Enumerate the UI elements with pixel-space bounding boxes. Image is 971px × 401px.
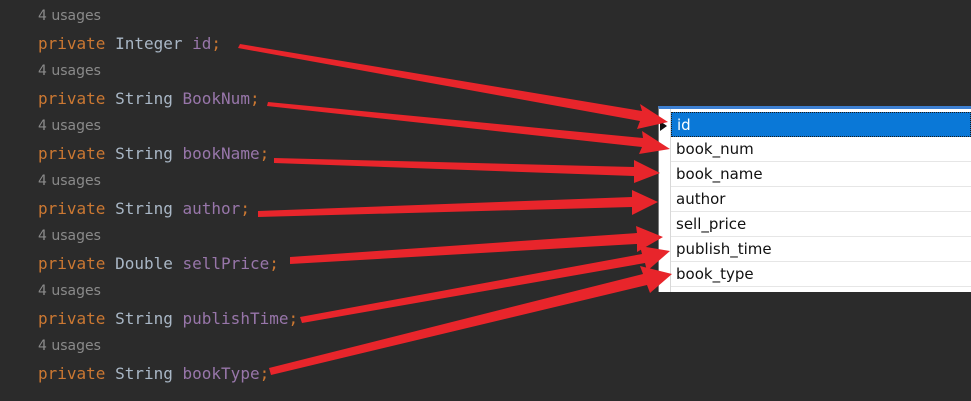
column-row-book-name[interactable]: book_name [671,162,971,187]
semicolon: ; [269,254,279,273]
field-name: publishTime [182,309,289,328]
keyword: private [38,144,106,163]
keyword: private [38,34,106,53]
semicolon: ; [288,309,299,328]
field-name: BookNum [182,89,250,108]
usage-hint[interactable]: 4 usages [38,228,101,244]
current-row-pointer-icon [660,121,667,131]
type-name: String [115,364,173,383]
column-row-id[interactable]: id [671,112,971,137]
type-name: String [115,199,173,218]
usage-hint[interactable]: 4 usages [38,8,101,24]
type-name: Integer [115,34,183,53]
code-line-id[interactable]: private Integer id; [38,34,221,54]
usage-hint[interactable]: 4 usages [38,283,101,299]
column-row-book-type[interactable]: book_type [671,262,971,287]
keyword: private [38,254,106,273]
type-name: String [115,89,173,108]
code-line-booktype[interactable]: private String bookType; [38,364,269,384]
keyword: private [38,199,106,218]
field-name: bookType [182,364,260,383]
type-name: String [115,309,173,328]
keyword: private [38,89,106,108]
semicolon: ; [259,364,270,383]
type-name: String [115,144,173,163]
column-row-book-num[interactable]: book_num [671,137,971,162]
usage-hint[interactable]: 4 usages [38,63,101,79]
semicolon: ; [211,34,222,53]
code-line-publishtime[interactable]: private String publishTime; [38,309,298,329]
row-selector-gutter [659,109,671,292]
code-line-author[interactable]: private String author; [38,199,250,219]
semicolon: ; [249,89,260,108]
code-line-sellprice[interactable]: private Double sellPrice; [38,254,279,274]
code-line-booknum[interactable]: private String BookNum; [38,89,260,109]
semicolon: ; [240,199,250,218]
type-name: Double [115,254,173,273]
code-line-bookname[interactable]: private String bookName; [38,144,269,164]
field-name: id [192,34,212,53]
column-row-sell-price[interactable]: sell_price [671,212,971,237]
field-name: author [182,199,241,218]
field-name: bookName [182,144,260,163]
usage-hint[interactable]: 4 usages [38,338,101,354]
usage-hint[interactable]: 4 usages [38,173,101,189]
column-row-author[interactable]: author [671,187,971,212]
field-name: sellPrice [182,254,270,273]
database-column-list[interactable]: id book_num book_name author sell_price … [658,106,971,292]
semicolon: ; [259,144,270,163]
usage-hint[interactable]: 4 usages [38,118,101,134]
keyword: private [38,364,106,383]
column-row-publish-time[interactable]: publish_time [671,237,971,262]
keyword: private [38,309,106,328]
